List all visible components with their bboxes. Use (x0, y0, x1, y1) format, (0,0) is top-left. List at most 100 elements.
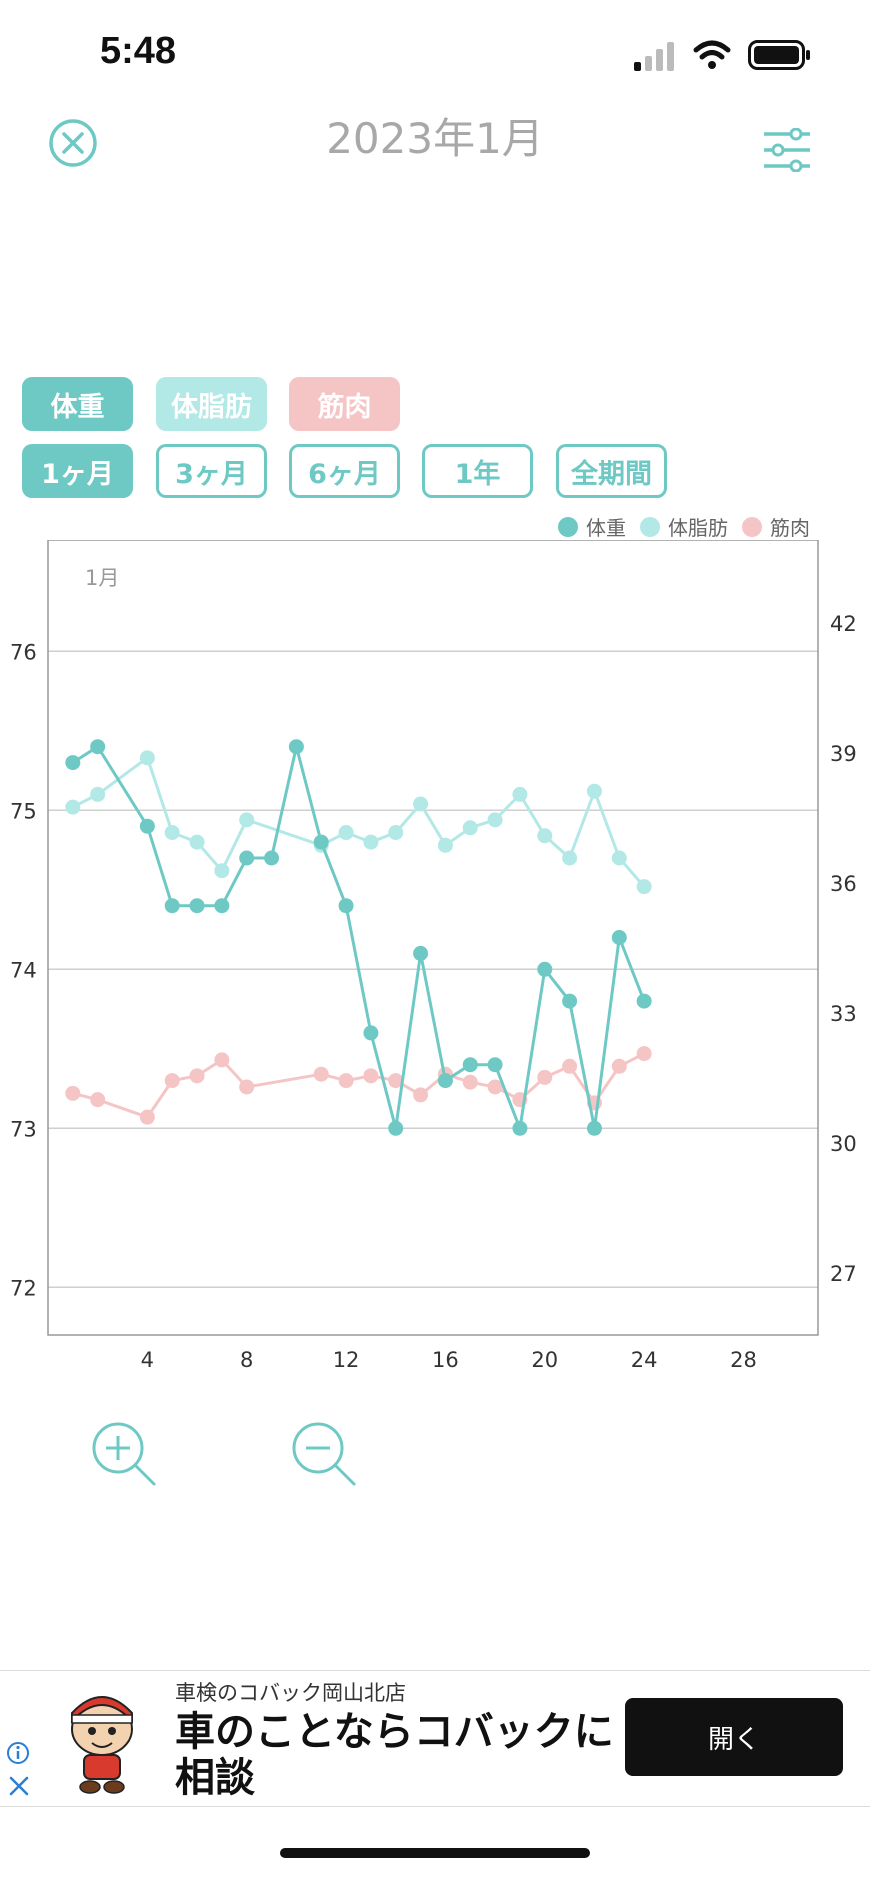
zoom-in-icon[interactable] (90, 1420, 160, 1490)
data-point (65, 1085, 81, 1101)
data-point (413, 945, 429, 961)
data-point (189, 834, 205, 850)
x-tick-label: 24 (631, 1348, 658, 1372)
data-point (462, 1057, 478, 1073)
data-point (611, 930, 627, 945)
y-right-tick-label: 33 (830, 1002, 857, 1026)
close-circle-icon[interactable] (48, 118, 98, 168)
y-right-tick-label: 30 (830, 1132, 857, 1156)
data-point (90, 786, 106, 802)
series-line (72, 756, 646, 888)
data-point (586, 783, 602, 799)
data-point (487, 812, 503, 828)
data-point (313, 834, 329, 850)
tab-all-period[interactable]: 全期間 (556, 444, 667, 498)
data-point (313, 1066, 329, 1082)
data-point (437, 837, 453, 853)
weight-chart[interactable]: 1月 72 73 74 75 76 27 30 33 36 39 42 4 8 12 16 20 24 28 (0, 540, 870, 1380)
data-point (338, 1073, 354, 1089)
series-1 (65, 750, 652, 895)
page-title: 2023年1月 (326, 114, 544, 163)
y-left-tick-label: 75 (10, 799, 37, 823)
data-point (189, 898, 205, 914)
zoom-out-icon[interactable] (290, 1420, 360, 1490)
y-right-tick-label: 42 (830, 612, 857, 636)
data-point (562, 850, 578, 866)
x-tick-label: 4 (141, 1348, 154, 1372)
data-point (512, 786, 528, 802)
y-left-tick-label: 72 (10, 1276, 37, 1300)
data-point (413, 796, 429, 812)
data-point (437, 1073, 453, 1089)
data-point (636, 993, 652, 1009)
y-left-tick-label: 76 (10, 640, 37, 664)
y-right-tick-label: 27 (830, 1262, 857, 1286)
sliders-icon[interactable] (762, 128, 812, 172)
data-point (388, 1120, 404, 1136)
chart-grid (48, 650, 818, 1289)
tab-1-month[interactable]: 1ヶ月 (22, 444, 133, 498)
x-tick-label: 12 (333, 1348, 360, 1372)
data-point (611, 850, 627, 866)
plot-frame (47, 540, 819, 1336)
data-point (512, 1120, 528, 1136)
data-point (139, 818, 155, 834)
tab-weight[interactable]: 体重 (22, 377, 133, 431)
legend-item-weight: 体重 (558, 512, 626, 541)
data-point (462, 1074, 478, 1090)
info-icon[interactable] (6, 1741, 30, 1765)
data-point (363, 834, 379, 850)
data-point (537, 1069, 553, 1085)
data-point (65, 755, 81, 771)
data-point (90, 1092, 106, 1108)
data-point (487, 1079, 503, 1095)
data-point (487, 1057, 503, 1073)
series-line (72, 1052, 645, 1119)
chart-ticks: 72 73 74 75 76 27 30 33 36 39 42 4 8 12 16 20 24 28 (10, 612, 857, 1372)
data-point (189, 1068, 205, 1084)
close-icon[interactable] (8, 1775, 30, 1797)
data-point (214, 1052, 230, 1068)
data-point (562, 1058, 578, 1074)
data-point (164, 825, 180, 841)
wifi-icon (693, 40, 731, 69)
tab-1-year[interactable]: 1年 (422, 444, 533, 498)
y-left-tick-label: 74 (10, 958, 37, 982)
ad-open-button[interactable]: 開く (625, 1698, 843, 1776)
y-left-tick-label: 73 (10, 1117, 37, 1141)
data-point (214, 898, 230, 914)
legend-item-muscle: 筋肉 (742, 512, 810, 541)
tab-3-months[interactable]: 3ヶ月 (156, 444, 267, 498)
data-point (562, 993, 578, 1009)
home-indicator (280, 1848, 590, 1858)
legend-label: 体脂肪 (668, 516, 728, 540)
tab-body-fat[interactable]: 体脂肪 (156, 377, 267, 431)
legend-label: 体重 (586, 516, 626, 540)
data-point (164, 898, 180, 914)
y-right-tick-label: 36 (830, 872, 857, 896)
data-point (413, 1087, 429, 1103)
mascot-icon (71, 1696, 133, 1794)
x-tick-label: 20 (531, 1348, 558, 1372)
data-point (338, 825, 354, 841)
x-tick-label: 16 (432, 1348, 459, 1372)
data-point (636, 1046, 652, 1062)
tab-6-months[interactable]: 6ヶ月 (289, 444, 400, 498)
data-point (462, 820, 478, 836)
data-point (264, 850, 280, 866)
legend-label: 筋肉 (770, 516, 810, 540)
data-point (239, 812, 255, 828)
data-point (239, 850, 255, 866)
data-point (537, 828, 553, 844)
data-point (363, 1025, 379, 1041)
signal-icon (634, 42, 674, 71)
data-point (288, 739, 304, 755)
chart-series (65, 739, 652, 1136)
data-point (214, 863, 230, 879)
tab-muscle[interactable]: 筋肉 (289, 377, 400, 431)
ad-banner[interactable]: 車検のコバック岡山北店 車のことならコバックに相談 開く (0, 1670, 870, 1807)
data-point (65, 799, 81, 815)
battery-icon (748, 40, 810, 70)
data-point (139, 1109, 155, 1125)
chart-legend: 体重 体脂肪 筋肉 (558, 512, 810, 541)
